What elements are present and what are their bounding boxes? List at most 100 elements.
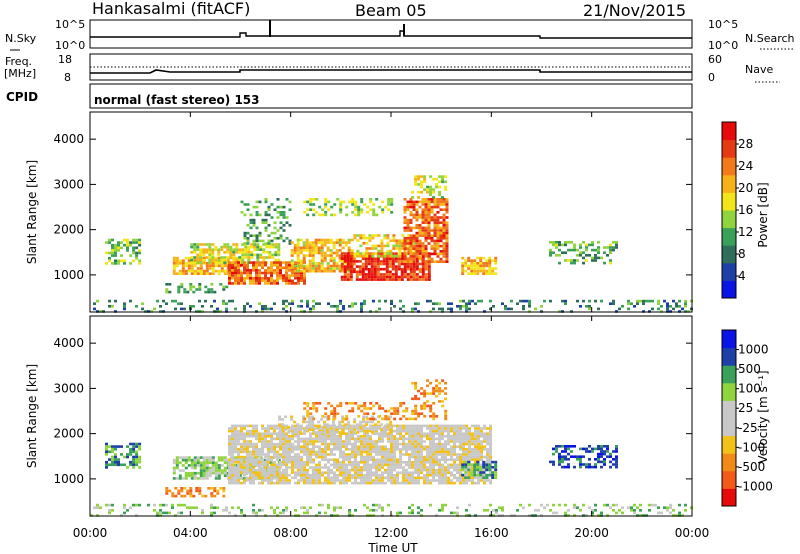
range-cell	[433, 242, 437, 245]
range-cell	[439, 257, 443, 261]
range-cell	[285, 445, 288, 448]
range-cell	[384, 471, 387, 474]
range-cell	[585, 463, 588, 466]
range-cell	[279, 466, 282, 469]
range-cell	[390, 468, 393, 472]
range-cell	[414, 466, 417, 469]
range-cell	[338, 425, 342, 429]
range-cell	[350, 428, 354, 432]
range-cell	[412, 265, 416, 268]
range-cell	[309, 208, 313, 211]
range-cell	[252, 224, 256, 227]
range-cell	[409, 234, 413, 237]
range-cell	[570, 241, 573, 244]
range-cell	[387, 208, 391, 211]
range-cell	[202, 474, 206, 478]
range-cell	[223, 258, 227, 262]
range-cell	[366, 458, 369, 461]
range-cell	[231, 466, 234, 469]
range-cell	[108, 251, 111, 255]
range-cell	[467, 476, 471, 479]
range-cell	[213, 506, 216, 509]
range-cell	[394, 273, 398, 276]
range-cell	[384, 453, 387, 456]
range-cell	[276, 211, 280, 214]
range-cell	[323, 254, 327, 257]
range-cell	[380, 255, 384, 258]
range-cell	[285, 479, 288, 482]
range-cell	[405, 417, 409, 421]
range-cell	[297, 442, 300, 446]
range-cell	[321, 435, 324, 438]
range-cell	[252, 471, 255, 474]
range-cell	[312, 479, 315, 482]
range-cell	[261, 448, 264, 451]
noise-left-tick-bottom: 10^0	[55, 39, 85, 52]
range-cell	[453, 437, 456, 441]
range-cell	[276, 506, 279, 509]
range-cell	[312, 417, 316, 421]
range-cell	[117, 259, 120, 263]
range-cell	[294, 481, 297, 485]
range-cell	[468, 474, 471, 477]
range-cell	[483, 437, 486, 441]
range-cell	[444, 440, 447, 443]
range-cell	[187, 474, 191, 478]
range-cell	[311, 262, 315, 265]
range-cell	[485, 476, 489, 479]
range-cell	[366, 407, 370, 410]
range-cell	[350, 431, 354, 434]
range-cell	[344, 243, 348, 247]
range-cell	[367, 278, 371, 281]
range-cell	[445, 247, 449, 250]
range-cell	[489, 455, 492, 459]
range-cell	[296, 269, 300, 273]
range-cell	[258, 213, 262, 217]
range-cell	[252, 442, 255, 446]
range-cell	[489, 424, 492, 428]
range-cell	[175, 464, 179, 467]
range-cell	[482, 463, 486, 466]
range-cell	[279, 442, 282, 446]
range-cell	[432, 196, 436, 199]
range-cell	[255, 213, 259, 217]
range-cell	[375, 503, 378, 507]
range-cell	[415, 224, 419, 227]
range-cell	[408, 424, 411, 428]
range-cell	[406, 205, 410, 209]
range-cell	[270, 442, 273, 446]
range-cell	[348, 479, 351, 482]
range-cell	[311, 256, 315, 260]
range-cell	[594, 458, 597, 461]
range-cell	[432, 440, 435, 443]
range-cell	[552, 511, 555, 515]
range-cell	[473, 468, 477, 472]
range-cell	[555, 241, 558, 244]
range-cell	[438, 450, 441, 454]
range-cell	[320, 241, 324, 244]
range-cell	[296, 256, 300, 260]
range-cell	[264, 211, 268, 214]
range-cell	[368, 236, 372, 240]
range-cell	[108, 259, 111, 263]
range-cell	[288, 266, 291, 270]
range-cell	[201, 305, 204, 308]
range-cell	[345, 466, 348, 469]
range-cell	[360, 448, 363, 451]
range-cell	[132, 251, 136, 255]
range-cell	[270, 282, 273, 285]
range-cell	[299, 238, 303, 242]
range-cell	[639, 299, 642, 303]
range-cell	[486, 455, 489, 459]
range-cell	[258, 271, 261, 275]
range-cell	[612, 248, 615, 252]
range-cell	[403, 247, 407, 250]
range-cell	[193, 259, 197, 262]
range-cell	[279, 455, 282, 459]
range-cell	[353, 420, 357, 424]
range-cell	[420, 424, 423, 428]
range-cell	[357, 424, 360, 428]
range-cell	[435, 379, 439, 382]
range-cell	[427, 213, 431, 217]
range-cell	[424, 262, 428, 266]
